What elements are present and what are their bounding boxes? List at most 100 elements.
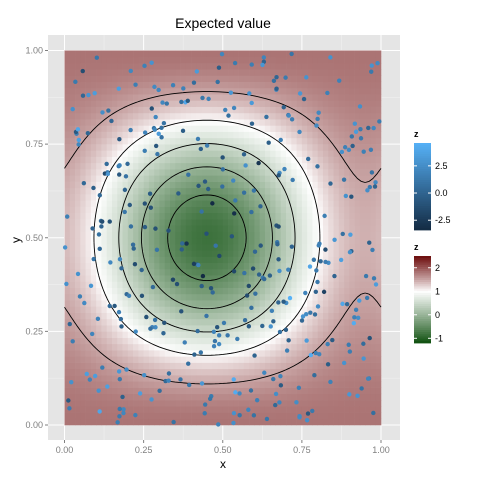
- heatmap-tile: [185, 331, 192, 338]
- colorbar-segment: [414, 282, 431, 285]
- heatmap-tile: [154, 237, 160, 245]
- heatmap-tile: [254, 362, 260, 370]
- heatmap-tile: [286, 219, 292, 226]
- heatmap-tile: [228, 400, 234, 407]
- heatmap-tile: [228, 75, 234, 83]
- heatmap-tile: [375, 418, 382, 426]
- heatmap-tile: [127, 144, 134, 151]
- heatmap-tile: [312, 368, 319, 376]
- heatmap-tile: [217, 94, 224, 101]
- heatmap-tile: [159, 393, 166, 401]
- heatmap-tile: [344, 106, 350, 114]
- heatmap-tile: [69, 318, 76, 326]
- heatmap-tile: [312, 262, 319, 270]
- heatmap-tile: [138, 281, 144, 288]
- heatmap-tile: [249, 169, 255, 176]
- heatmap-tile: [222, 87, 229, 95]
- heatmap-tile: [80, 312, 86, 320]
- heatmap-tile: [301, 106, 308, 114]
- heatmap-tile: [375, 318, 382, 326]
- heatmap-tile: [280, 362, 287, 370]
- heatmap-tile: [122, 362, 129, 370]
- heatmap-tile: [217, 262, 224, 270]
- heatmap-tile: [154, 119, 160, 126]
- heatmap-tile: [254, 94, 260, 101]
- heatmap-tile: [127, 237, 134, 245]
- heatmap-tile: [217, 256, 224, 264]
- heatmap-tile: [170, 250, 176, 257]
- heatmap-tile: [85, 225, 92, 232]
- heatmap-tile: [159, 87, 166, 95]
- heatmap-tile: [296, 125, 303, 132]
- heatmap-tile: [338, 337, 345, 345]
- heatmap-tile: [338, 144, 345, 151]
- heatmap-tile: [280, 219, 287, 226]
- heatmap-tile: [286, 318, 292, 326]
- heatmap-tile: [338, 362, 345, 370]
- heatmap-tile: [159, 368, 166, 376]
- data-point: [305, 411, 311, 416]
- data-point: [149, 60, 154, 65]
- heatmap-tile: [185, 225, 192, 232]
- heatmap-tile: [217, 187, 224, 195]
- heatmap-tile: [90, 243, 97, 251]
- heatmap-tile: [317, 206, 324, 214]
- heatmap-tile: [338, 281, 345, 288]
- heatmap-tile: [206, 231, 213, 239]
- data-point: [152, 317, 158, 323]
- heatmap-tile: [333, 206, 340, 214]
- heatmap-tile: [175, 393, 181, 401]
- heatmap-tile: [322, 62, 329, 70]
- colorbar-segment: [414, 325, 431, 329]
- heatmap-tile: [80, 412, 86, 420]
- heatmap-tile: [201, 219, 208, 226]
- heatmap-tile: [148, 144, 155, 151]
- heatmap-tile: [328, 100, 334, 107]
- heatmap-tile: [238, 150, 245, 157]
- heatmap-tile: [80, 56, 86, 64]
- heatmap-tile: [275, 343, 282, 351]
- data-point: [296, 385, 302, 390]
- heatmap-tile: [148, 356, 155, 363]
- colorbar-segment: [414, 223, 431, 227]
- heatmap-tile: [159, 256, 166, 264]
- heatmap-tile: [344, 225, 350, 232]
- heatmap-tile: [106, 100, 113, 107]
- heatmap-tile: [254, 262, 260, 270]
- heatmap-tile: [228, 156, 234, 164]
- heatmap-tile: [180, 94, 187, 101]
- data-point: [117, 406, 122, 412]
- data-point: [276, 224, 281, 229]
- heatmap-tile: [80, 131, 86, 139]
- colorbar-segment: [414, 156, 431, 159]
- heatmap-tile: [359, 150, 366, 157]
- heatmap-tile: [175, 200, 181, 207]
- heatmap-tile: [143, 381, 150, 388]
- heatmap-tile: [359, 375, 366, 382]
- heatmap-tile: [370, 337, 377, 345]
- heatmap-tile: [333, 300, 340, 307]
- heatmap-tile: [80, 169, 86, 176]
- heatmap-tile: [96, 212, 102, 220]
- colorbar-segment: [414, 212, 431, 216]
- heatmap-tile: [344, 200, 350, 207]
- heatmap-tile: [164, 69, 171, 76]
- heatmap-tile: [322, 200, 329, 207]
- heatmap-tile: [69, 162, 76, 170]
- heatmap-tile: [180, 87, 187, 95]
- heatmap-tile: [243, 119, 250, 126]
- heatmap-tile: [238, 387, 245, 395]
- heatmap-tile: [159, 325, 166, 332]
- heatmap-tile: [349, 219, 355, 226]
- heatmap-tile: [296, 306, 303, 313]
- heatmap-tile: [154, 81, 160, 89]
- heatmap-tile: [312, 131, 319, 139]
- heatmap-tile: [286, 231, 292, 239]
- heatmap-tile: [154, 181, 160, 189]
- heatmap-tile: [249, 131, 255, 139]
- heatmap-tile: [249, 343, 255, 351]
- heatmap-tile: [349, 119, 355, 126]
- heatmap-tile: [296, 112, 303, 120]
- heatmap-tile: [191, 119, 197, 126]
